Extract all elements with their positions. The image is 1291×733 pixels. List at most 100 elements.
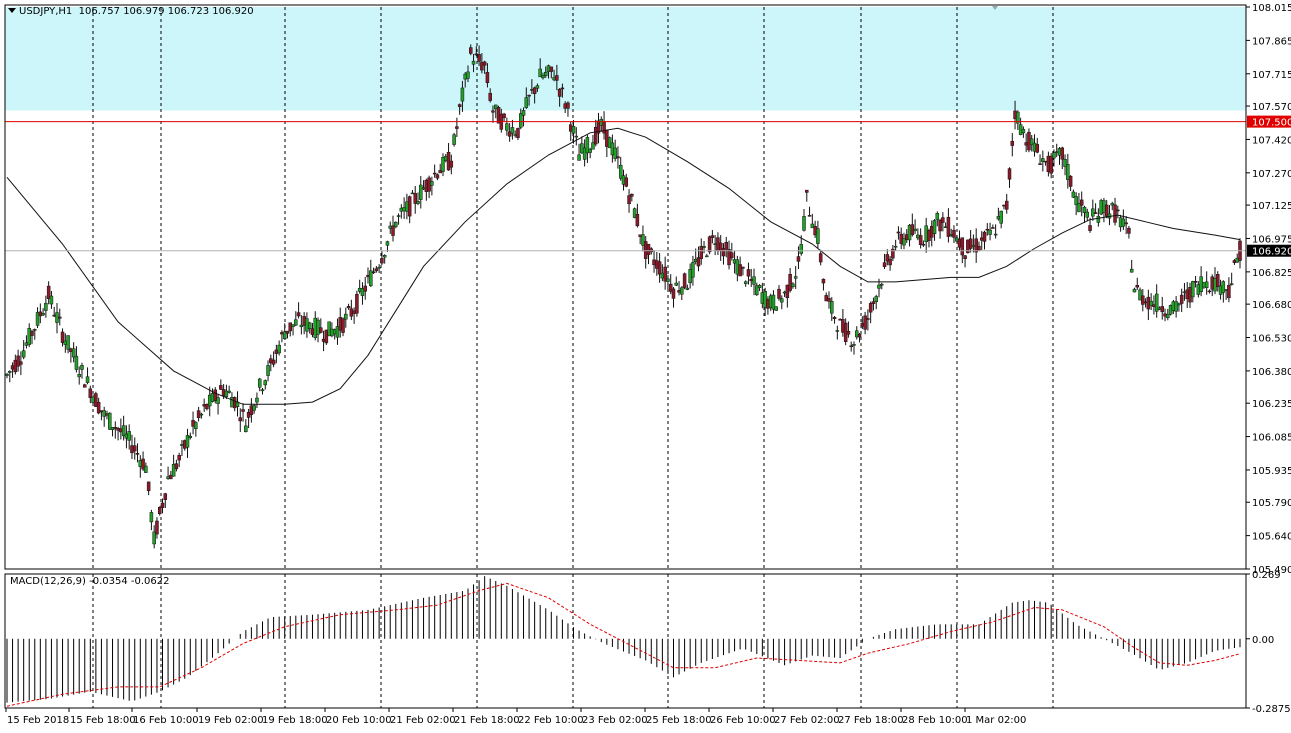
candle-body[interactable]	[260, 389, 265, 392]
candle-body[interactable]	[307, 322, 312, 329]
candle-body[interactable]	[1207, 290, 1212, 293]
candle-body[interactable]	[746, 269, 751, 277]
candle-body[interactable]	[205, 404, 209, 410]
candle-body[interactable]	[160, 502, 165, 508]
candle-body[interactable]	[469, 47, 473, 54]
candle-body[interactable]	[752, 276, 756, 285]
candle-body[interactable]	[863, 315, 867, 330]
candle-body[interactable]	[369, 270, 373, 286]
candle-body[interactable]	[502, 113, 506, 119]
candle-body[interactable]	[802, 216, 806, 231]
candle-body[interactable]	[974, 238, 978, 253]
candle-body[interactable]	[419, 184, 423, 200]
candle-body[interactable]	[774, 306, 778, 311]
candle-body[interactable]	[377, 266, 381, 269]
candle-body[interactable]	[1174, 301, 1178, 312]
candle-body[interactable]	[977, 245, 981, 251]
candle-body[interactable]	[918, 235, 923, 245]
candle-body[interactable]	[666, 278, 670, 282]
candle-body[interactable]	[543, 71, 548, 77]
candle-body[interactable]	[1113, 204, 1117, 223]
candle-body[interactable]	[157, 506, 162, 515]
candle-body[interactable]	[699, 245, 704, 259]
candle-body[interactable]	[741, 266, 745, 269]
candle-body[interactable]	[632, 208, 637, 218]
candle-body[interactable]	[66, 335, 70, 350]
candle-body[interactable]	[1177, 303, 1181, 306]
candle-body[interactable]	[452, 134, 456, 145]
candle-body[interactable]	[219, 385, 223, 390]
candle-body[interactable]	[16, 355, 20, 367]
candle-body[interactable]	[710, 235, 715, 238]
candle-body[interactable]	[132, 445, 137, 452]
candle-body[interactable]	[921, 243, 926, 246]
candle-body[interactable]	[1004, 200, 1009, 210]
candle-body[interactable]	[144, 465, 148, 473]
collapse-triangle-icon[interactable]	[8, 8, 16, 13]
candle-body[interactable]	[1071, 191, 1076, 198]
candle-body[interactable]	[849, 345, 853, 348]
candle-body[interactable]	[341, 318, 345, 333]
candle-body[interactable]	[946, 216, 951, 237]
candle-body[interactable]	[777, 288, 781, 299]
candle-body[interactable]	[560, 87, 565, 90]
candle-body[interactable]	[1093, 212, 1098, 214]
candle-body[interactable]	[1052, 152, 1056, 159]
candle-body[interactable]	[588, 149, 592, 153]
candle-body[interactable]	[1049, 155, 1053, 174]
candle-body[interactable]	[657, 261, 662, 275]
candle-body[interactable]	[771, 294, 776, 310]
candle-body[interactable]	[494, 104, 498, 110]
candle-body[interactable]	[477, 54, 481, 62]
candle-body[interactable]	[85, 376, 90, 383]
candle-body[interactable]	[555, 75, 559, 81]
candle-body[interactable]	[668, 283, 673, 292]
candle-body[interactable]	[1038, 163, 1042, 165]
candle-body[interactable]	[491, 110, 495, 113]
candle-body[interactable]	[155, 520, 159, 535]
candle-body[interactable]	[8, 370, 12, 373]
candle-body[interactable]	[257, 378, 262, 388]
candle-body[interactable]	[1166, 314, 1170, 319]
candle-body[interactable]	[982, 231, 987, 242]
candle-body[interactable]	[635, 214, 640, 227]
candle-body[interactable]	[724, 241, 728, 250]
candle-body[interactable]	[1096, 215, 1101, 223]
candle-body[interactable]	[885, 254, 890, 262]
candle-body[interactable]	[582, 147, 587, 160]
candle-body[interactable]	[282, 331, 287, 340]
candle-body[interactable]	[244, 425, 248, 432]
candle-body[interactable]	[413, 193, 417, 204]
candle-body[interactable]	[691, 262, 695, 278]
candle-body[interactable]	[1127, 227, 1131, 234]
candle-body[interactable]	[682, 273, 687, 288]
candle-body[interactable]	[238, 417, 243, 422]
candle-body[interactable]	[507, 131, 512, 137]
candle-body[interactable]	[816, 228, 820, 244]
candle-body[interactable]	[355, 293, 359, 314]
candle-body[interactable]	[485, 72, 490, 84]
candle-body[interactable]	[30, 330, 34, 336]
candle-body[interactable]	[1029, 138, 1034, 146]
candle-body[interactable]	[705, 255, 709, 258]
candle-body[interactable]	[680, 287, 684, 295]
candle-body[interactable]	[1066, 164, 1070, 180]
candle-body[interactable]	[913, 228, 917, 232]
candle-body[interactable]	[121, 425, 126, 437]
candle-body[interactable]	[108, 412, 112, 430]
candle-body[interactable]	[199, 413, 204, 416]
candle-body[interactable]	[880, 283, 884, 286]
candle-body[interactable]	[721, 248, 726, 257]
candle-body[interactable]	[480, 62, 484, 71]
candle-body[interactable]	[177, 455, 181, 461]
candle-body[interactable]	[1229, 283, 1234, 285]
candle-body[interactable]	[793, 276, 798, 279]
candle-body[interactable]	[174, 463, 179, 470]
candle-body[interactable]	[1129, 268, 1134, 273]
candle-body[interactable]	[757, 285, 762, 288]
candle-body[interactable]	[391, 225, 395, 236]
candle-body[interactable]	[60, 331, 65, 343]
candle-body[interactable]	[1227, 284, 1231, 299]
candle-body[interactable]	[888, 258, 892, 266]
